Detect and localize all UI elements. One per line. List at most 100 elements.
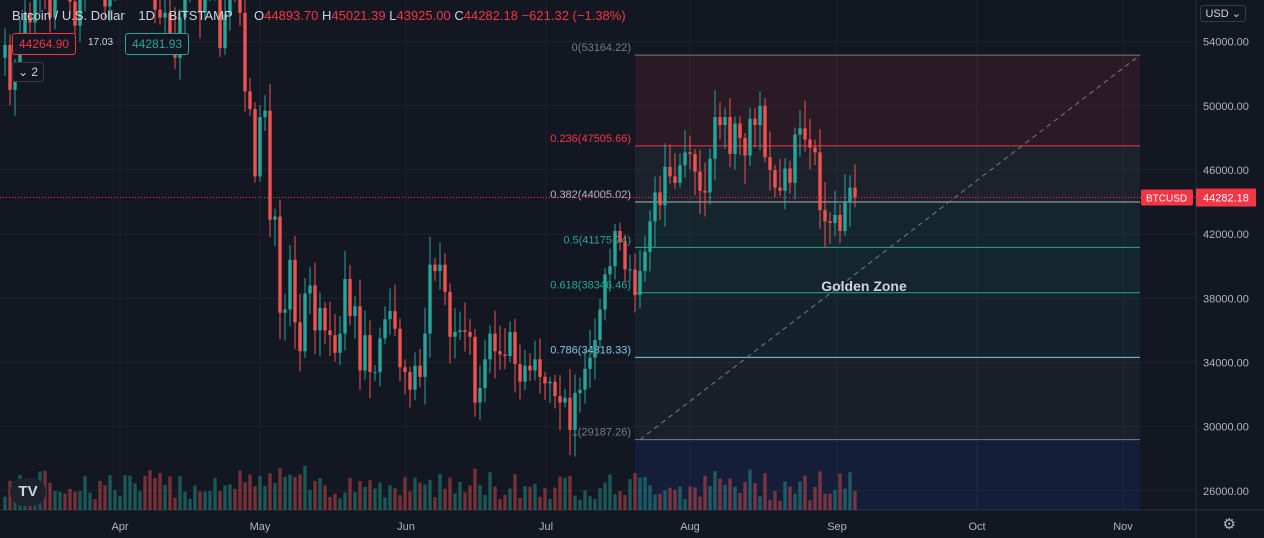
volume-bar bbox=[78, 490, 82, 510]
volume-bar bbox=[298, 474, 302, 510]
interval-label[interactable]: 1D bbox=[138, 8, 155, 23]
sell-button[interactable]: 44264.90 bbox=[12, 33, 77, 55]
candle-body bbox=[513, 331, 517, 365]
volume-bar bbox=[833, 489, 837, 510]
candle-body bbox=[708, 158, 712, 193]
candle-body bbox=[823, 210, 827, 222]
candle-body bbox=[463, 330, 467, 332]
volume-bar bbox=[638, 477, 642, 510]
candle-body bbox=[48, 0, 52, 18]
volume-bar bbox=[333, 493, 337, 510]
volume-bar bbox=[783, 481, 787, 510]
candle-body bbox=[603, 274, 607, 310]
fib-zone bbox=[635, 292, 1140, 358]
candle-body bbox=[713, 117, 717, 159]
volume-bar bbox=[658, 493, 662, 510]
candle-body bbox=[158, 9, 162, 18]
candle-body bbox=[498, 351, 502, 355]
volume-bar bbox=[498, 499, 502, 510]
tradingview-logo-icon[interactable]: TV bbox=[10, 478, 46, 506]
time-tick-label: Apr bbox=[111, 521, 128, 533]
volume-bar bbox=[478, 484, 482, 510]
candle-body bbox=[168, 12, 172, 34]
volume-bar bbox=[523, 485, 527, 510]
candle-body bbox=[378, 338, 382, 373]
symbol-name[interactable]: Bitcoin / U.S. Dollar bbox=[12, 8, 125, 23]
volume-bar bbox=[228, 484, 232, 510]
volume-bar bbox=[518, 497, 522, 510]
volume-bar bbox=[723, 484, 727, 510]
candle-body bbox=[318, 307, 322, 331]
candle-body bbox=[368, 335, 372, 373]
high-label: H bbox=[322, 8, 332, 23]
volume-bar bbox=[633, 473, 637, 510]
close-label: C bbox=[454, 8, 464, 23]
candle-body bbox=[623, 242, 627, 270]
volume-bar bbox=[238, 470, 242, 510]
candle-body bbox=[103, 0, 107, 7]
volume-bar bbox=[348, 477, 352, 510]
gear-icon[interactable]: ⚙ bbox=[1222, 516, 1236, 533]
volume-bar bbox=[268, 473, 272, 510]
volume-bar bbox=[538, 496, 542, 510]
candle-body bbox=[533, 359, 537, 371]
volume-bar bbox=[738, 493, 742, 510]
candle-body bbox=[583, 368, 587, 390]
candle-body bbox=[648, 221, 652, 252]
volume-bar bbox=[843, 488, 847, 510]
candle-body bbox=[78, 0, 82, 26]
candle-body bbox=[613, 230, 617, 267]
currency-selector[interactable]: USD ⌄ bbox=[1200, 5, 1246, 22]
volume-bar bbox=[693, 487, 697, 510]
volume-bar bbox=[253, 486, 257, 510]
candle-body bbox=[538, 359, 542, 377]
volume-bar bbox=[93, 499, 97, 510]
volume-bar bbox=[453, 493, 457, 510]
candle-body bbox=[8, 44, 12, 90]
volume-bar bbox=[528, 486, 532, 510]
volume-bar bbox=[328, 496, 332, 510]
volume-bar bbox=[418, 482, 422, 510]
time-tick-label: Oct bbox=[968, 521, 985, 533]
volume-bar bbox=[708, 485, 712, 510]
volume-bar bbox=[163, 484, 167, 510]
candle-body bbox=[263, 110, 267, 118]
volume-bar bbox=[803, 475, 807, 510]
candle-body bbox=[653, 192, 657, 222]
candle-body bbox=[248, 91, 252, 110]
volume-bar bbox=[668, 487, 672, 510]
candle-body bbox=[688, 152, 692, 154]
volume-bar bbox=[88, 492, 92, 510]
volume-bar bbox=[488, 472, 492, 510]
candle-body bbox=[373, 372, 377, 374]
volume-bar bbox=[588, 496, 592, 510]
candle-body bbox=[628, 269, 632, 271]
volume-bar bbox=[318, 478, 322, 510]
candle-body bbox=[773, 170, 777, 188]
buy-button[interactable]: 44281.93 bbox=[125, 33, 190, 55]
candle-body bbox=[333, 335, 337, 353]
candle-body bbox=[298, 322, 302, 352]
candle-body bbox=[608, 266, 612, 275]
spread-value: 17.03 bbox=[88, 33, 114, 53]
volume-bar bbox=[778, 500, 782, 510]
fib-level-label: 0.618(38346.46) bbox=[550, 280, 631, 292]
candle-body bbox=[758, 105, 762, 126]
fib-zone bbox=[635, 55, 1140, 146]
candle-body bbox=[393, 311, 397, 329]
volume-bar bbox=[788, 486, 792, 510]
candle-body bbox=[698, 171, 702, 191]
candle-body bbox=[508, 331, 512, 357]
candle-body bbox=[763, 105, 767, 158]
volume-bar bbox=[628, 479, 632, 510]
candle-body bbox=[503, 354, 507, 357]
candle-body bbox=[588, 357, 592, 369]
candle-body bbox=[3, 44, 7, 58]
candle-body bbox=[443, 264, 447, 292]
fib-zone bbox=[635, 145, 1140, 202]
candle-body bbox=[108, 0, 112, 7]
time-tick-label: Jul bbox=[539, 521, 553, 533]
indicators-toggle[interactable]: ⌄ 2 bbox=[12, 62, 44, 82]
candle-body bbox=[723, 117, 727, 126]
